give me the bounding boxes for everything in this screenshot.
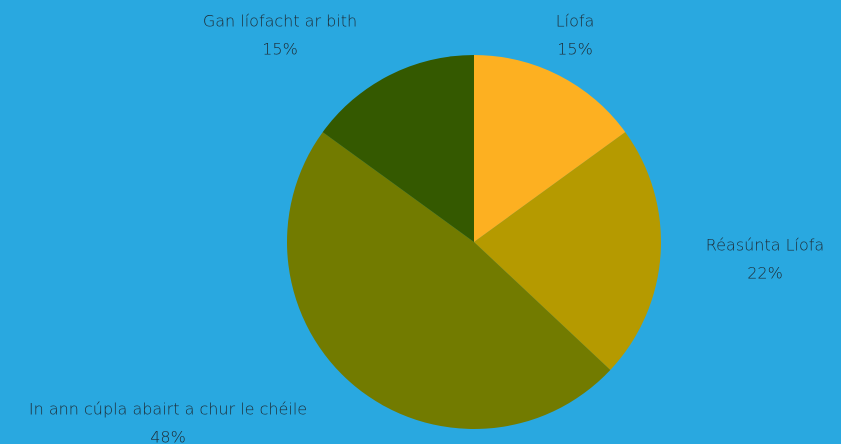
pie-slice — [474, 55, 626, 242]
slice-label: Líofa — [556, 12, 595, 31]
pie-slice — [286, 132, 611, 430]
pie-slice — [474, 132, 661, 371]
slice-value-label: 15% — [262, 40, 298, 59]
pie-slice — [322, 55, 474, 242]
slice-label: Gan líofacht ar bith — [203, 12, 357, 31]
slice-value-label: 22% — [747, 264, 783, 283]
slice-value-label: 48% — [150, 428, 186, 444]
slice-label: Réasúnta Líofa — [706, 236, 824, 255]
slice-label: In ann cúpla abairt a chur le chéile — [29, 400, 307, 419]
slice-value-label: 15% — [557, 40, 593, 59]
